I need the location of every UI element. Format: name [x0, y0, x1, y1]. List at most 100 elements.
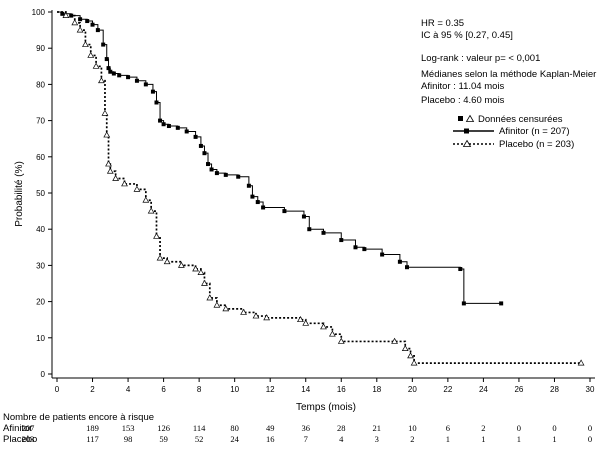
- y-tick-label: 90: [36, 44, 45, 53]
- km-step-line: [57, 11, 582, 364]
- censor-marker: [142, 196, 150, 203]
- legend-title: Données censurées: [478, 114, 563, 125]
- censor-marker: [499, 301, 504, 306]
- legend-censored-triangle-icon: [465, 114, 475, 122]
- censor-marker: [147, 207, 155, 214]
- series-placebo: [57, 11, 585, 366]
- censor-marker: [197, 268, 205, 275]
- censor-marker: [246, 183, 251, 188]
- risk-value-afinitor: 126: [157, 423, 170, 433]
- risk-value-afinitor: 28: [337, 423, 346, 433]
- censor-marker: [410, 359, 418, 366]
- x-tick-label: 8: [197, 385, 202, 394]
- censor-marker: [71, 19, 79, 26]
- censor-marker: [362, 247, 367, 252]
- censor-marker: [297, 315, 304, 323]
- legend-censored-square-icon: [458, 116, 463, 121]
- y-tick-label: 40: [36, 225, 45, 234]
- censor-marker: [401, 344, 409, 352]
- legend: Données censurées Afinitor (n = 207) Pla…: [453, 114, 574, 150]
- censor-marker: [407, 352, 414, 359]
- risk-value-afinitor: 80: [230, 423, 239, 433]
- censor-marker: [117, 73, 122, 78]
- risk-value-placebo: 1: [481, 434, 485, 444]
- risk-table-title: Nombre de patients encore à risque: [3, 412, 154, 423]
- km-step-line: [57, 11, 502, 304]
- censor-marker: [90, 22, 95, 27]
- risk-row-label-placebo: Placebo: [3, 434, 37, 445]
- y-tick-label: 30: [36, 261, 45, 270]
- x-tick-label: 20: [408, 385, 417, 394]
- censor-marker: [213, 301, 221, 308]
- censor-marker: [321, 230, 326, 235]
- censor-marker: [337, 337, 345, 344]
- risk-value-afinitor: 2: [481, 423, 485, 433]
- censor-marker: [126, 75, 131, 80]
- risk-value-afinitor: 6: [446, 423, 450, 433]
- risk-value-placebo: 3: [375, 434, 379, 444]
- median-placebo-text: Placebo : 4.60 mois: [421, 95, 505, 106]
- censor-marker: [95, 28, 100, 33]
- censor-marker: [143, 82, 148, 87]
- risk-value-placebo: 1: [552, 434, 556, 444]
- y-tick-label: 70: [36, 117, 45, 126]
- x-tick-label: 22: [443, 385, 452, 394]
- censor-marker: [261, 205, 266, 210]
- x-tick-label: 28: [550, 385, 559, 394]
- risk-value-afinitor: 153: [122, 423, 135, 433]
- censor-marker: [236, 174, 241, 179]
- censor-marker: [461, 301, 466, 306]
- stats-annotation: HR = 0.35 IC à 95 % [0.27, 0.45] Log-ran…: [421, 18, 596, 106]
- risk-value-afinitor: 114: [193, 423, 206, 433]
- risk-value-placebo: 0: [588, 434, 592, 444]
- censor-marker: [150, 89, 155, 94]
- censor-marker: [163, 258, 171, 265]
- censor-marker: [577, 359, 585, 366]
- censor-marker: [111, 71, 116, 76]
- censor-marker: [301, 214, 306, 219]
- risk-value-afinitor: 21: [373, 423, 382, 433]
- y-tick-label: 20: [36, 298, 45, 307]
- risk-value-afinitor: 0: [517, 423, 521, 433]
- risk-value-placebo: 7: [304, 434, 308, 444]
- censor-marker: [255, 200, 260, 205]
- censor-marker: [302, 319, 310, 326]
- y-tick-label: 0: [41, 370, 46, 379]
- risk-value-placebo: 203: [22, 434, 35, 444]
- x-tick-label: 12: [266, 385, 275, 394]
- censor-marker: [193, 134, 198, 139]
- x-tick-label: 4: [126, 385, 131, 394]
- censor-marker: [380, 252, 385, 257]
- legend-afinitor-label: Afinitor (n = 207): [499, 126, 570, 137]
- confidence-interval-text: IC à 95 % [0.27, 0.45]: [421, 30, 513, 41]
- legend-placebo-label: Placebo (n = 203): [499, 139, 574, 150]
- censor-marker: [175, 125, 180, 130]
- censor-marker: [106, 66, 111, 71]
- risk-value-afinitor: 10: [408, 423, 417, 433]
- censor-marker: [405, 265, 410, 270]
- risk-value-placebo: 52: [195, 434, 204, 444]
- legend-placebo-marker: [462, 139, 472, 147]
- risk-value-afinitor: 189: [86, 423, 99, 433]
- risk-value-afinitor: 49: [266, 423, 275, 433]
- censor-marker: [105, 160, 112, 167]
- censor-marker: [104, 57, 109, 62]
- censor-marker: [101, 42, 106, 47]
- censor-marker: [328, 330, 336, 337]
- censor-marker: [458, 267, 463, 272]
- risk-value-afinitor: 0: [588, 423, 592, 433]
- risk-value-placebo: 1: [446, 434, 450, 444]
- series-layer: [57, 11, 585, 366]
- x-tick-label: 0: [55, 385, 60, 394]
- y-tick-label: 10: [36, 334, 45, 343]
- censor-marker: [201, 279, 208, 286]
- risk-value-afinitor: 36: [301, 423, 310, 433]
- hazard-ratio-text: HR = 0.35: [421, 18, 464, 29]
- censor-marker: [252, 312, 260, 319]
- censor-marker: [87, 51, 95, 58]
- censor-marker: [320, 323, 327, 330]
- censor-marker: [62, 11, 70, 18]
- censor-marker: [206, 162, 211, 167]
- x-tick-label: 14: [301, 385, 310, 394]
